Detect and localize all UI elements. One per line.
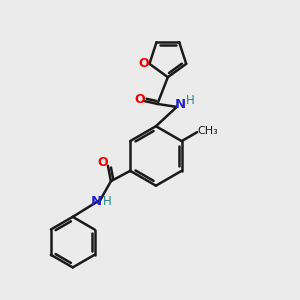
Text: O: O	[97, 156, 108, 169]
Text: H: H	[186, 94, 194, 107]
Text: O: O	[134, 93, 145, 106]
Text: O: O	[139, 57, 149, 70]
Text: H: H	[103, 195, 111, 208]
Text: CH₃: CH₃	[197, 126, 218, 136]
Text: N: N	[175, 98, 186, 111]
Text: N: N	[91, 195, 102, 208]
